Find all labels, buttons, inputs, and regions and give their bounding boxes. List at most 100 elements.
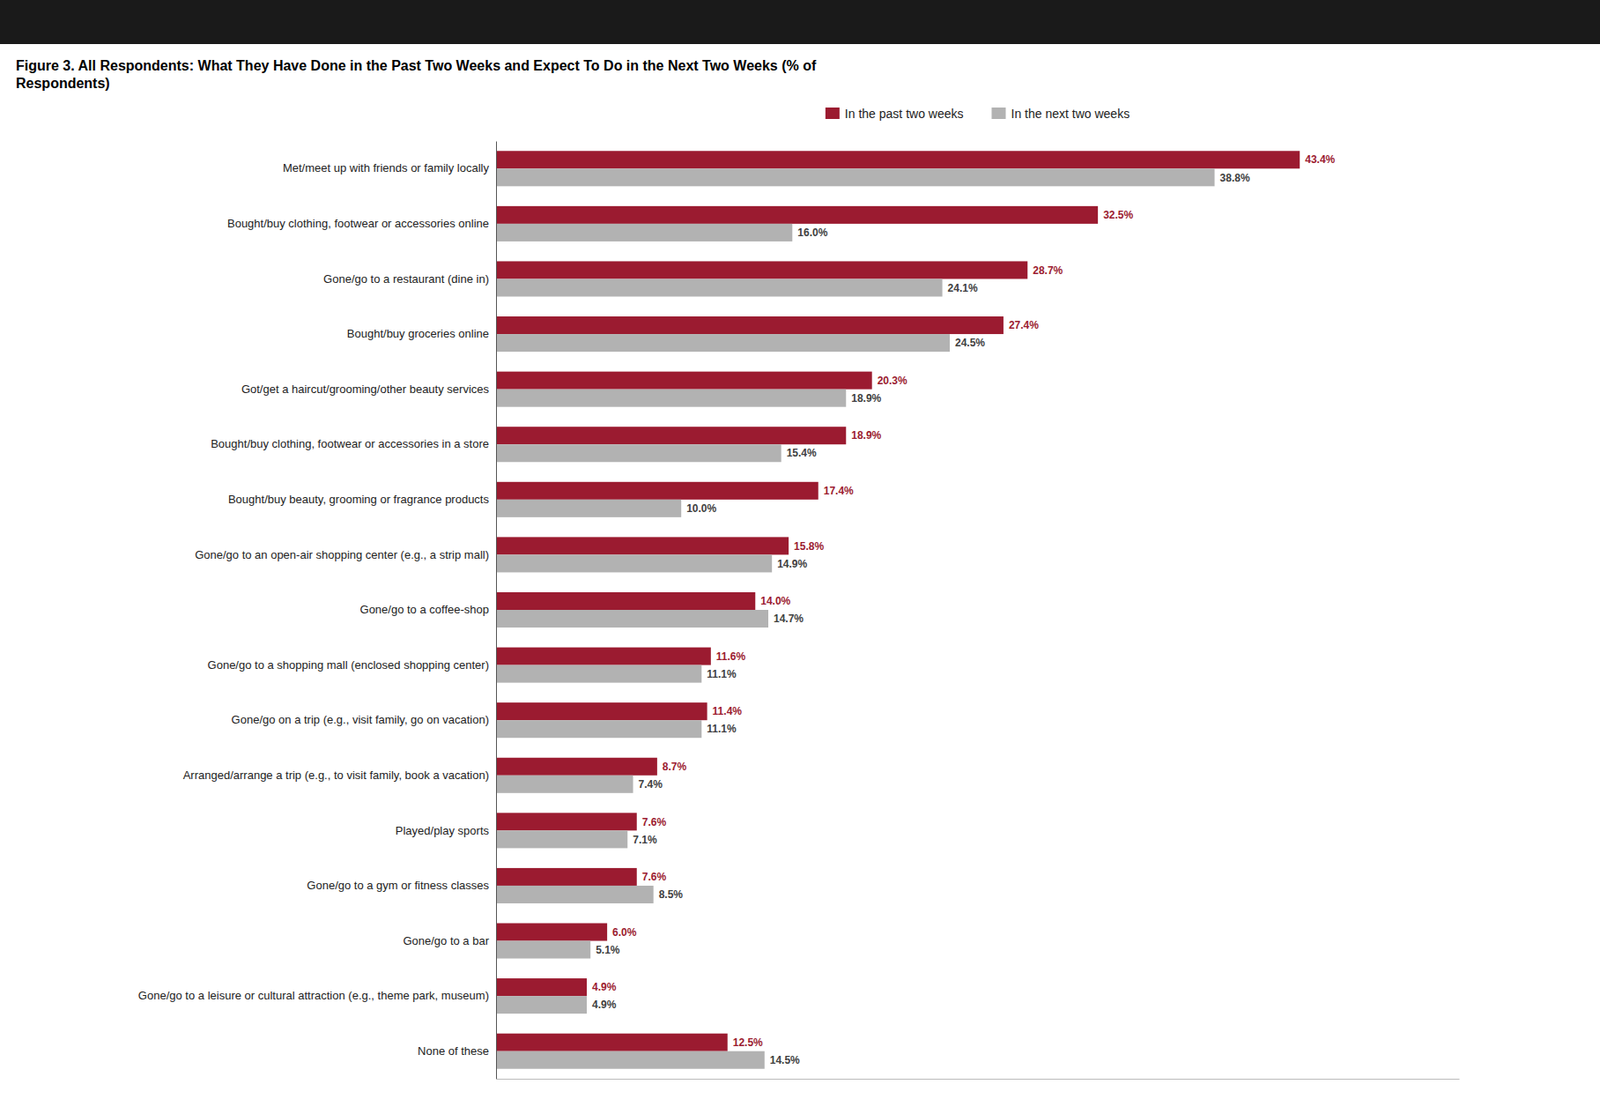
title-line: Respondents) (15, 75, 111, 91)
data-label: 14.7% (773, 612, 804, 625)
data-label: 10.0% (686, 502, 717, 515)
y-tick: Met/meet up with friends or family local… (282, 161, 490, 175)
data-label: 18.9% (851, 392, 882, 405)
y-tick: Gone/go to a leisure or cultural attract… (138, 988, 489, 1002)
y-tick-label: Bought/buy clothing, footwear or accesso… (227, 216, 489, 230)
bar (496, 592, 756, 610)
data-label: 38.8% (1220, 171, 1251, 185)
y-tick: Bought/buy groceries online (347, 326, 489, 341)
bar (496, 940, 591, 959)
y-tick-label: Bought/buy groceries online (347, 326, 489, 341)
bar (496, 867, 638, 886)
bar (496, 1051, 765, 1069)
y-tick: Gone/go to a bar (402, 933, 489, 948)
bar (496, 223, 793, 242)
y-tick: Bought/buy clothing, footwear or accesso… (227, 216, 489, 230)
y-tick-label: Bought/buy clothing, footwear or accesso… (210, 437, 489, 451)
y-tick-label: Gone/go to a coffee-shop (360, 602, 489, 616)
y-tick-label: Arranged/arrange a trip (e.g., to visit … (183, 768, 489, 782)
series-bars (496, 150, 1300, 1051)
x-axis-line (496, 1078, 1460, 1080)
bar (496, 647, 712, 666)
y-tick-label: Gone/go to a bar (402, 933, 489, 948)
data-label: 8.7% (662, 760, 688, 773)
bar (496, 885, 654, 904)
y-axis-line (496, 141, 497, 1080)
bar (496, 316, 1004, 334)
data-label: 7.6% (642, 870, 667, 883)
bar (496, 554, 772, 572)
legend-label: In the past two weeks (844, 106, 964, 121)
y-tick: Gone/go to a coffee-shop (360, 602, 489, 616)
y-tick: Bought/buy clothing, footwear or accesso… (210, 437, 489, 451)
data-label: 20.3% (877, 374, 908, 387)
data-label: 43.4% (1304, 153, 1335, 166)
y-tick: Gone/go to a gym or fitness classes (306, 878, 489, 892)
y-tick-label: Met/meet up with friends or family local… (282, 161, 490, 175)
title: Figure 3. All Respondents: What They Hav… (15, 58, 817, 91)
y-tick: Arranged/arrange a trip (e.g., to visit … (183, 768, 489, 782)
data-label: 27.4% (1008, 318, 1039, 332)
legend-swatch (825, 107, 840, 119)
plot: 43.4%32.5%28.7%27.4%20.3%18.9%17.4%15.8%… (138, 141, 1460, 1080)
data-label: 17.4% (823, 484, 854, 497)
data-label: 18.9% (851, 429, 882, 442)
data-label: 4.9% (592, 980, 617, 993)
data-label: 15.8% (793, 540, 824, 553)
y-tick-label: Played/play sports (395, 823, 490, 838)
data-label: 14.5% (770, 1053, 800, 1067)
data-label: 11.1% (706, 667, 737, 681)
y-tick: Gone/go to a shopping mall (enclosed sho… (207, 658, 489, 672)
y-tick: Got/get a haircut/grooming/other beauty … (241, 382, 490, 396)
data-label: 12.5% (733, 1036, 763, 1049)
bar (496, 499, 682, 518)
bar (496, 206, 1098, 224)
data-label: 8.5% (659, 888, 684, 901)
bar (496, 757, 658, 776)
bar (496, 536, 789, 555)
chart: Figure 3. All Respondents: What They Hav… (0, 0, 1600, 1114)
data-label: 11.6% (716, 650, 747, 663)
bar (496, 150, 1300, 169)
bar (496, 665, 702, 683)
data-label: 11.4% (712, 704, 743, 718)
legend-swatch (992, 107, 1007, 119)
y-tick: None of these (417, 1044, 489, 1058)
y-tick-label: None of these (417, 1044, 489, 1058)
data-label: 16.0% (797, 226, 828, 239)
y-tick-label: Gone/go to a leisure or cultural attract… (138, 988, 489, 1002)
bar (496, 609, 769, 628)
bar (496, 278, 943, 297)
data-label: 24.5% (955, 336, 986, 349)
data-label: 15.4% (786, 446, 817, 460)
bar (496, 719, 702, 738)
bar (496, 168, 1215, 186)
bar (496, 775, 634, 793)
data-label: 4.9% (592, 998, 617, 1011)
data-label: 14.0% (760, 594, 791, 608)
data-label: 14.9% (777, 557, 808, 571)
data-label: 7.4% (638, 777, 664, 791)
data-label: 24.1% (948, 281, 978, 295)
y-tick-label: Gone/go to an open-air shopping center (… (194, 548, 489, 562)
y-tick: Gone/go to a restaurant (dine in) (323, 272, 489, 286)
data-label: 6.0% (612, 925, 638, 939)
y-tick-label: Bought/buy beauty, grooming or fragrance… (228, 492, 490, 506)
y-axis: Met/meet up with friends or family local… (138, 141, 497, 1080)
bar (496, 829, 628, 848)
bar (496, 333, 950, 352)
data-label: 7.1% (632, 833, 658, 846)
legend: In the past two weeksIn the next two wee… (825, 106, 1130, 121)
bar (496, 389, 846, 408)
bar (496, 426, 846, 445)
y-tick-label: Gone/go on a trip (e.g., visit family, g… (231, 712, 489, 726)
title-line: Figure 3. All Respondents: What They Hav… (15, 58, 817, 74)
bar (496, 812, 638, 830)
y-tick-label: Got/get a haircut/grooming/other beauty … (241, 382, 490, 396)
bar (496, 995, 587, 1014)
bars (496, 150, 1300, 1068)
y-tick-label: Gone/go to a shopping mall (enclosed sho… (207, 658, 489, 672)
bar (496, 260, 1028, 279)
series-bars (496, 168, 1215, 1068)
y-tick: Gone/go on a trip (e.g., visit family, g… (231, 712, 489, 726)
